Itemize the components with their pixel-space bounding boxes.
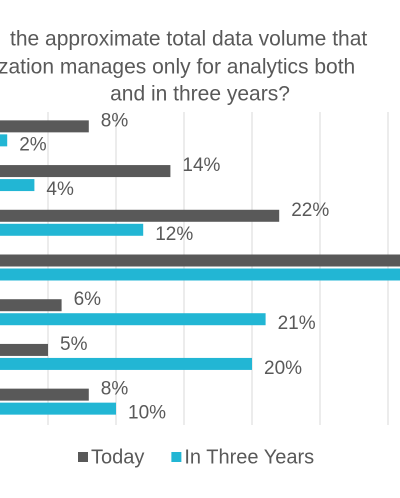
value-label: 14% <box>182 155 220 176</box>
value-label: 8% <box>101 110 129 131</box>
chart-title-line: zation manages only for analytics both <box>0 56 355 79</box>
bar <box>0 134 8 147</box>
value-label: 20% <box>264 358 302 379</box>
bar <box>0 402 116 415</box>
bar <box>0 254 400 267</box>
bar <box>0 343 48 356</box>
bar <box>0 209 280 222</box>
legend-swatch <box>171 452 182 462</box>
legend-swatch <box>78 452 88 462</box>
bar <box>0 120 89 133</box>
value-label: 6% <box>74 289 102 310</box>
bars: 8% 2% 14% 4% 22% 12% 6% 21% 5% 20% 8% 10% <box>0 110 400 424</box>
bar <box>0 268 400 281</box>
value-label: 12% <box>155 224 193 245</box>
value-label: 10% <box>128 403 166 424</box>
bar <box>0 313 266 326</box>
value-label: 5% <box>60 334 88 355</box>
legend-label: Today <box>91 446 144 468</box>
bar <box>0 223 144 236</box>
value-label: 21% <box>278 313 316 334</box>
bar <box>0 299 62 312</box>
bar <box>0 165 171 178</box>
bar <box>0 388 89 401</box>
value-label: 2% <box>19 134 47 155</box>
value-label: 8% <box>101 379 129 400</box>
chart-title-line: and in three years? <box>110 83 290 106</box>
value-label: 4% <box>46 179 74 200</box>
value-label: 22% <box>291 200 329 221</box>
chart-title-line: the approximate total data volume that <box>10 28 367 51</box>
legend: Today In Three Years <box>78 446 314 468</box>
legend-label: In Three Years <box>184 446 314 468</box>
bar <box>0 179 35 192</box>
bar <box>0 357 252 370</box>
